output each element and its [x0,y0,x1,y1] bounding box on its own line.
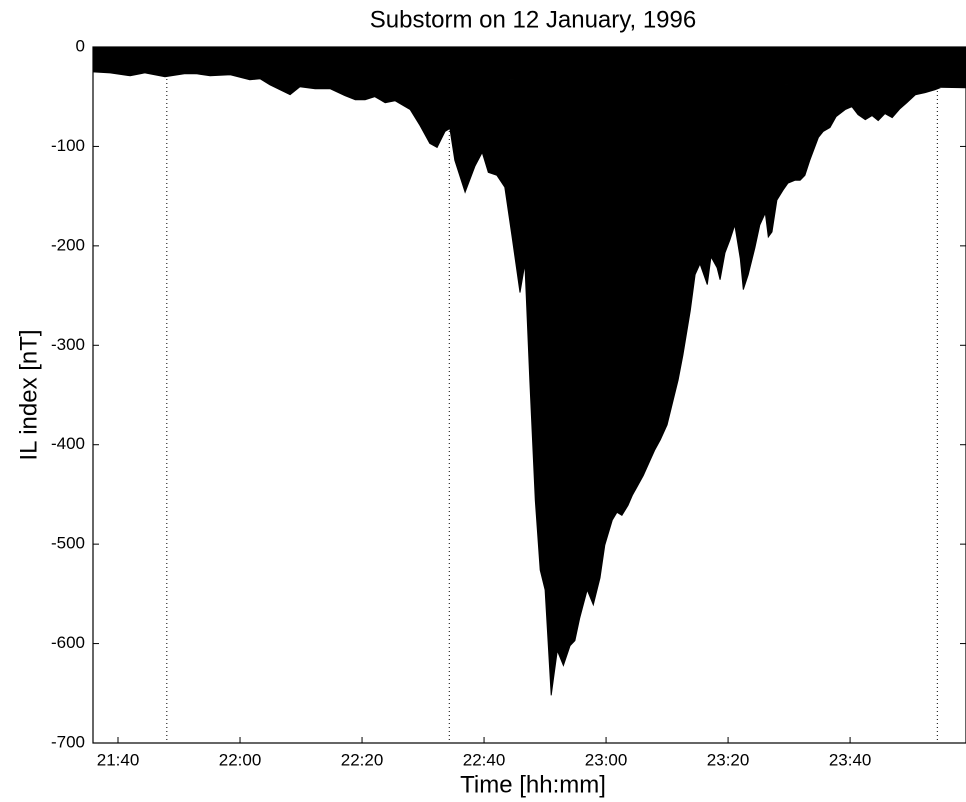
x-tick-label: 21:40 [97,750,140,769]
y-tick-label: -100 [51,136,85,155]
area [92,71,966,696]
y-axis-label: IL index [nT] [15,329,42,460]
y-tick-label: -300 [51,335,85,354]
y-tick-label: 0 [76,36,85,55]
x-tick-label: 22:20 [341,750,384,769]
y-tick-label: -700 [51,732,85,751]
x-axis-label: Time [hh:mm] [460,771,606,798]
x-tick-label: 23:40 [829,750,872,769]
chart-title: Substorm on 12 January, 1996 [370,6,696,33]
y-tick-label: -500 [51,534,85,553]
plot-frame [92,46,966,744]
y-tick-label: -600 [51,633,85,652]
x-tick-label: 22:40 [463,750,506,769]
x-tick-label: 23:00 [585,750,628,769]
y-tick-label: -200 [51,235,85,254]
x-tick-label: 23:20 [707,750,750,769]
x-tick-label: 22:00 [219,750,262,769]
area-top [93,47,966,88]
y-tick-label: -400 [51,434,85,453]
